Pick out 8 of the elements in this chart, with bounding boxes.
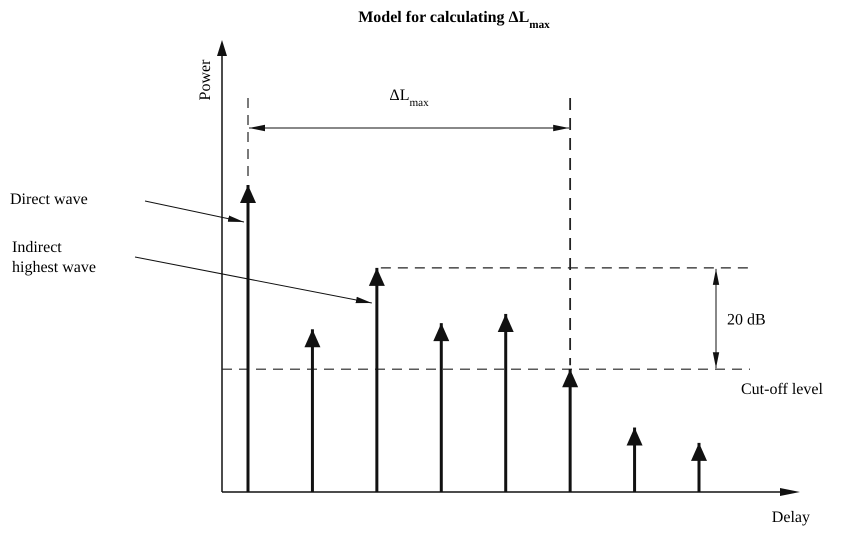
x-axis-title: Delay [772,509,810,526]
ref-line-label: Cut-off level [741,381,824,398]
text: Direct wave [10,191,88,208]
text: ΔL$_{max}$ [389,87,430,109]
text: Power [197,58,214,100]
chart-title: Model for calculating ΔL$_{max}$ [358,9,550,31]
annotation: 20 dB [727,312,766,329]
text: Indirect highest wave [12,239,96,276]
